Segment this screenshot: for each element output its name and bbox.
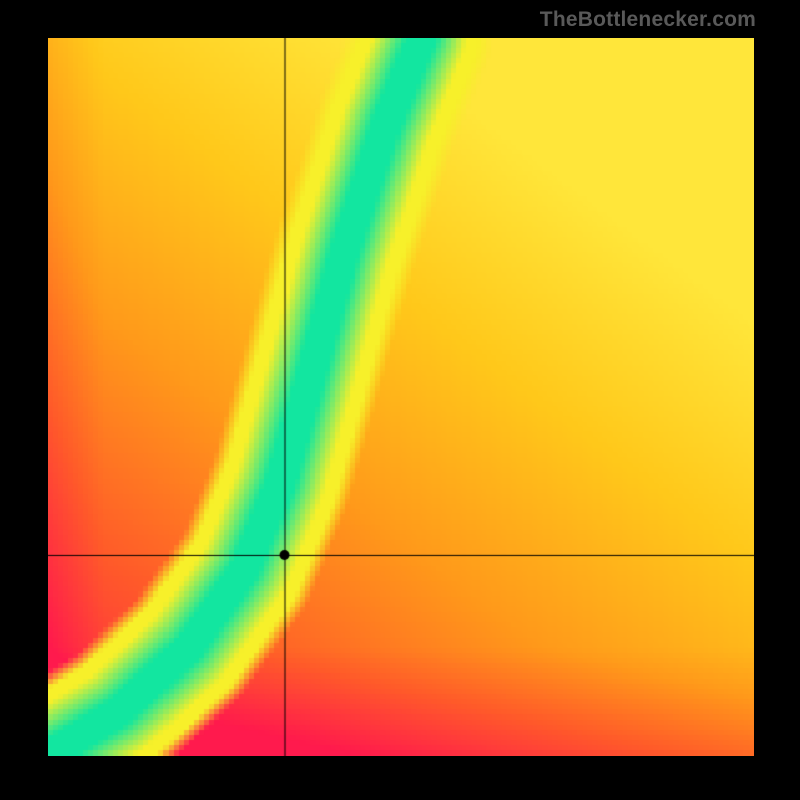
heatmap-canvas [48,38,754,756]
watermark-text: TheBottlenecker.com [540,8,756,32]
chart-frame: TheBottlenecker.com [0,0,800,800]
plot-area [48,38,754,756]
